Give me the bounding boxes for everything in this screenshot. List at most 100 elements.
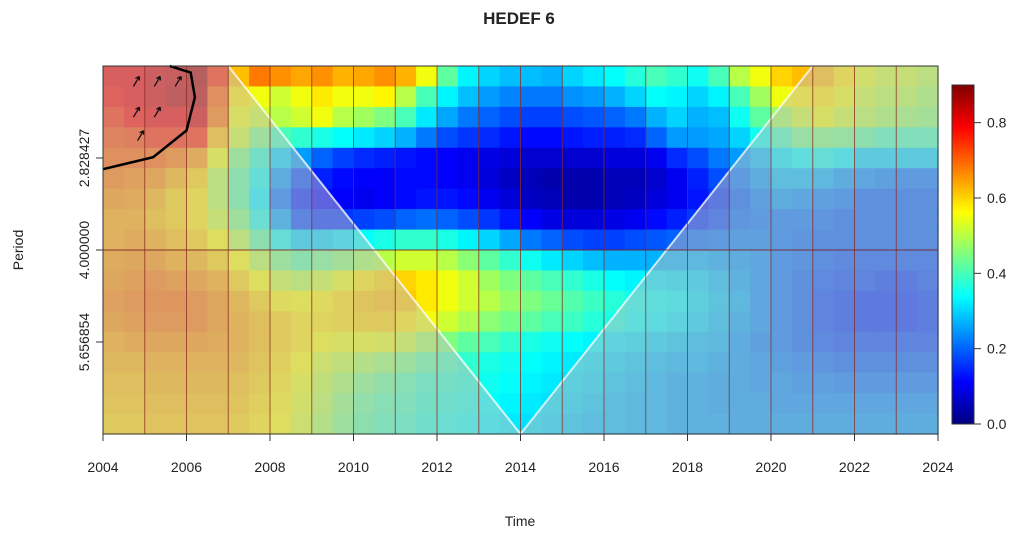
heatmap-cell bbox=[520, 188, 542, 210]
x-tick-label: 2008 bbox=[254, 459, 285, 475]
heatmap-cell bbox=[624, 168, 647, 190]
heatmap-cell bbox=[604, 270, 626, 292]
heatmap-cell bbox=[374, 168, 396, 190]
heatmap-cell bbox=[687, 127, 709, 149]
x-tick-label: 2016 bbox=[588, 459, 619, 475]
heatmap-cell bbox=[353, 188, 375, 210]
heatmap-cell bbox=[541, 352, 563, 374]
heatmap-cell bbox=[729, 106, 751, 128]
heatmap-cell bbox=[520, 331, 542, 353]
heatmap-cell bbox=[583, 86, 605, 108]
heatmap-cell bbox=[562, 86, 584, 108]
heatmap-cell bbox=[520, 86, 542, 108]
heatmap-cell bbox=[499, 147, 522, 169]
heatmap-cell bbox=[645, 209, 668, 231]
heatmap-cell bbox=[478, 168, 501, 190]
heatmap-cell bbox=[416, 290, 438, 312]
heatmap-cell bbox=[708, 127, 730, 149]
heatmap-cell bbox=[437, 188, 459, 210]
heatmap-cell bbox=[604, 106, 626, 128]
heatmap-cell bbox=[499, 127, 522, 149]
heatmap-cell bbox=[520, 290, 542, 312]
heatmap-cell bbox=[499, 168, 522, 190]
phase-arrow bbox=[132, 106, 141, 118]
heatmap-cell bbox=[604, 250, 626, 272]
x-axis: 2004 2006 2008 2010 2012 2014 2016 2018 2020 2022… bbox=[87, 433, 954, 475]
heatmap-cell bbox=[457, 290, 480, 312]
heatmap-cell bbox=[583, 270, 605, 292]
heatmap-cell bbox=[478, 311, 501, 333]
heatmap-cell bbox=[645, 66, 668, 88]
phase-arrow bbox=[153, 75, 161, 87]
y-tick-label: 4.000000 bbox=[76, 221, 92, 280]
heatmap-cell bbox=[457, 168, 480, 190]
heatmap-cell bbox=[499, 270, 522, 292]
heatmap-cell bbox=[457, 188, 480, 210]
heatmap-cell bbox=[437, 127, 459, 149]
heatmap-cell bbox=[437, 311, 459, 333]
heatmap-cell bbox=[311, 106, 334, 128]
heatmap-cell bbox=[499, 66, 522, 88]
x-tick-label: 2004 bbox=[87, 459, 118, 475]
y-tick-label: 5.656854 bbox=[76, 313, 92, 372]
heatmap-cell bbox=[478, 250, 501, 272]
heatmap-cell bbox=[437, 86, 459, 108]
heatmap-cell bbox=[583, 229, 605, 251]
x-tick-label: 2012 bbox=[421, 459, 452, 475]
heatmap-cell bbox=[666, 86, 689, 108]
heatmap-cell bbox=[395, 188, 417, 210]
heatmap-cell bbox=[604, 188, 626, 210]
heatmap-cell bbox=[645, 229, 668, 251]
heatmap-cell bbox=[645, 106, 668, 128]
heatmap-cell bbox=[416, 270, 438, 292]
heatmap-cell bbox=[478, 331, 501, 353]
heatmap-cell bbox=[457, 147, 480, 169]
heatmap-cell bbox=[583, 66, 605, 88]
heatmap-cell bbox=[583, 250, 605, 272]
heatmap-cell bbox=[437, 147, 459, 169]
heatmap-cell bbox=[499, 352, 522, 374]
heatmap-cell bbox=[416, 250, 438, 272]
heatmap-cell bbox=[583, 106, 605, 128]
heatmap-cell bbox=[478, 86, 501, 108]
y-axis-label: Period bbox=[10, 230, 26, 270]
heatmap-cell bbox=[624, 66, 647, 88]
heatmap-cell bbox=[562, 209, 584, 231]
heatmap-cell bbox=[311, 86, 334, 108]
heatmap-cell bbox=[457, 270, 480, 292]
heatmap-cell bbox=[729, 66, 751, 88]
heatmap-cell bbox=[562, 168, 584, 190]
heatmap-cell bbox=[457, 209, 480, 231]
heatmap-cell bbox=[395, 127, 417, 149]
heatmap-cell bbox=[520, 147, 542, 169]
heatmap-cell bbox=[583, 188, 605, 210]
heatmap-cell bbox=[520, 372, 542, 394]
heatmap-cell bbox=[395, 66, 417, 88]
heatmap-cell bbox=[583, 290, 605, 312]
heatmap-cell bbox=[645, 86, 668, 108]
x-tick-label: 2010 bbox=[338, 459, 369, 475]
heatmap-cell bbox=[729, 127, 751, 149]
heatmap-cell bbox=[416, 147, 438, 169]
heatmap-cell bbox=[353, 106, 375, 128]
heatmap-cell bbox=[729, 86, 751, 108]
heatmap-cell bbox=[499, 106, 522, 128]
heatmap-cell bbox=[750, 86, 772, 108]
heatmap-cell bbox=[541, 188, 563, 210]
heatmap-cell bbox=[416, 168, 438, 190]
heatmap-cell bbox=[395, 229, 417, 251]
heatmap-cell bbox=[478, 352, 501, 374]
heatmap-cell bbox=[583, 209, 605, 231]
heatmap-cell bbox=[457, 250, 480, 272]
colorbar-tick-label: 0.8 bbox=[987, 115, 1007, 131]
heatmap-cell bbox=[457, 106, 480, 128]
heatmap-cell bbox=[332, 86, 355, 108]
heatmap-cell bbox=[437, 229, 459, 251]
heatmap-cell bbox=[562, 311, 584, 333]
heatmap-cell bbox=[562, 127, 584, 149]
heatmap-cell bbox=[311, 66, 334, 88]
heatmap-cell bbox=[499, 372, 522, 394]
heatmap-cell bbox=[437, 250, 459, 272]
heatmap-cell bbox=[457, 331, 480, 353]
heatmap-cell bbox=[478, 270, 501, 292]
